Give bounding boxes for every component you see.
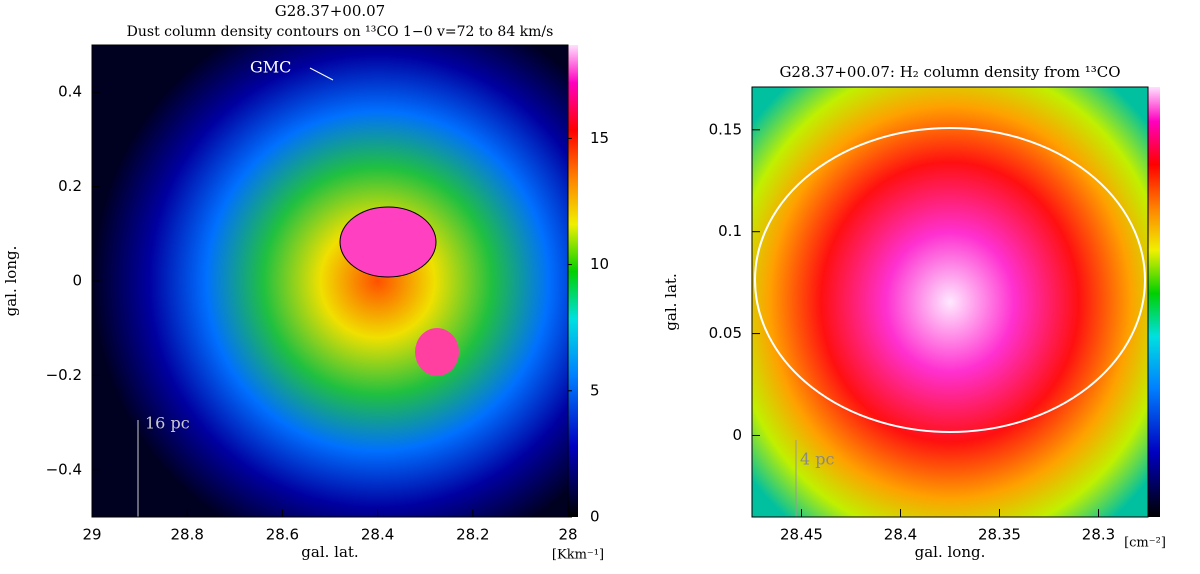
y-tick-label: −0.4 <box>46 460 82 478</box>
annotation: 16 pc <box>145 414 190 433</box>
hot-spot <box>415 328 459 376</box>
y-tick-label: 0.05 <box>709 324 742 342</box>
x-tick-label: 28.6 <box>266 526 299 544</box>
colorbar <box>1148 87 1160 517</box>
y-tick-label: 0 <box>72 272 82 290</box>
y-tick-label: 0.2 <box>58 177 82 195</box>
y-tick-label: 0.1 <box>718 222 742 240</box>
y-axis-label: gal. lat. <box>662 273 680 330</box>
colorbar-label: [Kkm⁻¹] <box>552 548 604 563</box>
x-tick-label: 28.8 <box>170 526 203 544</box>
colorbar-label: [cm⁻²] <box>1124 536 1166 551</box>
y-tick-label: 0.15 <box>709 120 742 138</box>
x-tick-label: 28.4 <box>361 526 394 544</box>
x-axis-label: gal. lat. <box>301 543 358 561</box>
x-tick-label: 28.45 <box>780 526 823 544</box>
map-image <box>92 45 568 517</box>
x-tick-label: 28.35 <box>978 526 1021 544</box>
colorbar-tick-label: 15 <box>590 129 609 147</box>
y-axis-label: gal. long. <box>2 246 20 317</box>
x-tick-label: 28.2 <box>456 526 489 544</box>
x-axis-label: gal. long. <box>915 543 986 561</box>
colorbar <box>568 45 578 517</box>
colorbar-tick-label: 10 <box>590 255 609 273</box>
y-tick-label: −0.2 <box>46 366 82 384</box>
region-ellipse <box>754 127 1146 433</box>
chart-title: G28.37+00.07 <box>275 2 385 20</box>
y-tick-label: 0 <box>732 426 742 444</box>
x-tick-label: 28 <box>558 526 577 544</box>
x-tick-label: 28.3 <box>1082 526 1115 544</box>
gmc-arrow <box>309 67 334 81</box>
colorbar-tick-label: 0 <box>590 508 600 526</box>
x-tick-label: 29 <box>82 526 101 544</box>
chart-title: G28.37+00.07: H₂ column density from ¹³C… <box>779 63 1120 81</box>
x-tick-label: 28.4 <box>884 526 917 544</box>
colorbar-tick-label: 5 <box>590 381 600 399</box>
y-tick-label: 0.4 <box>58 83 82 101</box>
annotation: 4 pc <box>800 450 835 469</box>
gmc-region <box>339 206 437 278</box>
chart-subtitle: Dust column density contours on ¹³CO 1−0… <box>127 24 554 40</box>
plot-frame <box>751 86 1149 518</box>
map-image <box>752 87 1148 517</box>
annotation: GMC <box>250 58 291 77</box>
